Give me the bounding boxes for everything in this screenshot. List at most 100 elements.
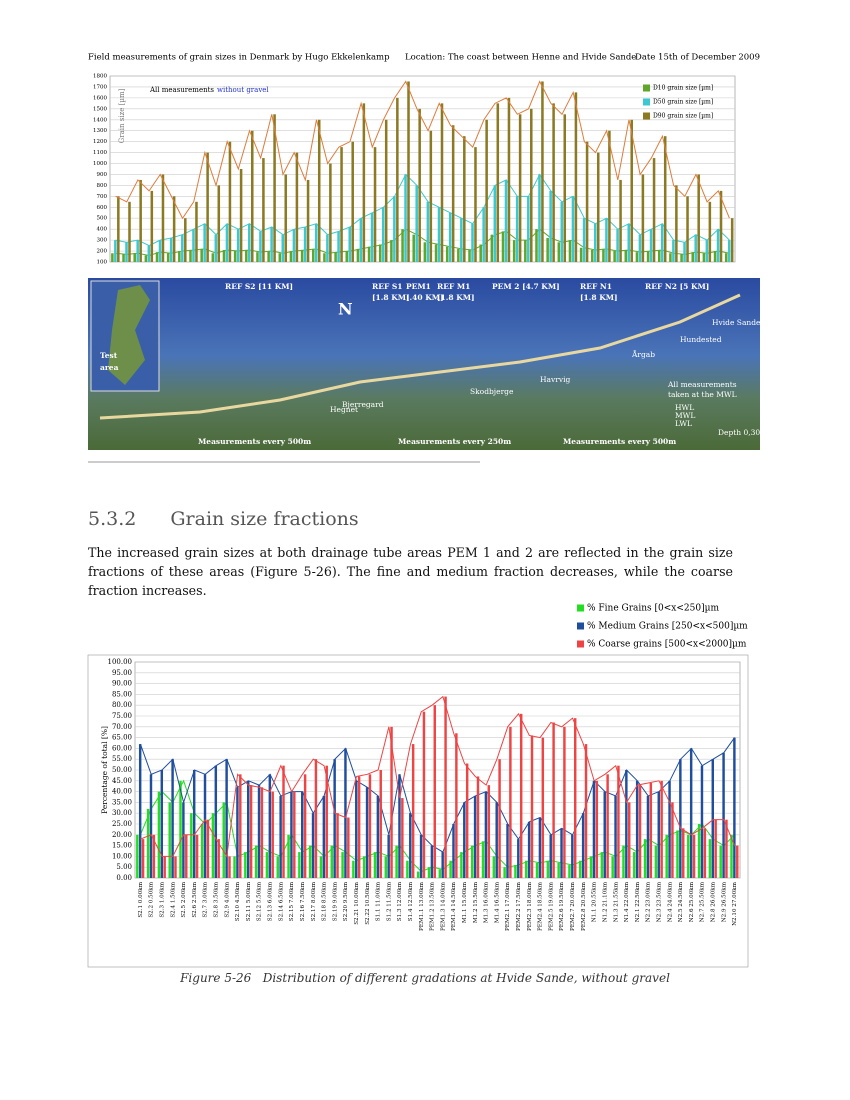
bar bbox=[711, 759, 714, 878]
bar bbox=[708, 839, 712, 878]
x-tick-label: S2.1 0.00km bbox=[138, 881, 144, 917]
bar bbox=[336, 813, 339, 878]
bar bbox=[139, 179, 142, 262]
bar bbox=[546, 860, 550, 878]
bar bbox=[727, 240, 731, 262]
bar bbox=[660, 223, 664, 262]
bar bbox=[613, 251, 616, 262]
x-tick-label: S2.6 2.50km bbox=[192, 881, 198, 917]
bar bbox=[146, 808, 150, 878]
bar bbox=[619, 179, 622, 262]
x-tick-label: S2.7 3.00km bbox=[203, 881, 209, 917]
x-tick-label: N2.3 23.50km bbox=[656, 881, 662, 922]
y-tick-label: 100 bbox=[97, 260, 108, 266]
x-tick-label: S2.12 5.50km bbox=[257, 881, 263, 921]
bar bbox=[418, 108, 421, 262]
bar bbox=[515, 196, 519, 262]
bar bbox=[303, 226, 307, 262]
bar bbox=[217, 839, 220, 878]
bar bbox=[419, 834, 423, 878]
bar bbox=[714, 819, 717, 878]
bar bbox=[295, 152, 299, 262]
bar bbox=[393, 196, 396, 262]
bar bbox=[319, 856, 323, 878]
bar bbox=[434, 244, 438, 262]
bar bbox=[233, 856, 236, 878]
bar bbox=[635, 780, 639, 878]
bar bbox=[141, 839, 145, 878]
bar bbox=[568, 865, 571, 878]
bar bbox=[444, 696, 447, 878]
bar bbox=[552, 722, 555, 878]
bar bbox=[603, 791, 606, 878]
bar bbox=[654, 845, 658, 878]
x-tick-label: S2.5 2.00km bbox=[181, 881, 187, 917]
bar bbox=[200, 824, 204, 878]
x-tick-label: S2.21 10.00km bbox=[354, 881, 360, 924]
bar bbox=[301, 791, 304, 878]
series-line bbox=[140, 695, 736, 858]
bar bbox=[390, 240, 393, 262]
bar bbox=[195, 201, 198, 262]
map-image bbox=[88, 278, 760, 450]
bar bbox=[122, 254, 125, 262]
bar bbox=[379, 770, 382, 878]
bar bbox=[128, 201, 131, 262]
x-tick-label: PEM2.5 19.00km bbox=[548, 881, 554, 931]
y-tick-label: 50.00 bbox=[112, 766, 132, 774]
bar bbox=[158, 240, 162, 262]
bar bbox=[471, 223, 474, 262]
legend-swatch bbox=[577, 604, 584, 612]
bar bbox=[157, 791, 161, 878]
bar bbox=[574, 92, 578, 262]
y-tick-label: 60.00 bbox=[112, 744, 132, 752]
y-tick-label: 55.00 bbox=[112, 755, 132, 763]
bar bbox=[724, 253, 728, 262]
y-tick-label: 1000 bbox=[93, 161, 107, 167]
bar bbox=[571, 196, 575, 262]
bar bbox=[725, 819, 728, 878]
bar bbox=[622, 845, 625, 878]
bar bbox=[256, 252, 259, 262]
bar bbox=[314, 223, 318, 262]
bar bbox=[630, 119, 633, 262]
bar bbox=[682, 828, 685, 878]
map-label: [1.8 KM] bbox=[580, 293, 618, 302]
bar bbox=[668, 780, 671, 878]
bar bbox=[168, 802, 171, 878]
bar bbox=[246, 780, 250, 878]
x-tick-label: N1.1 20.55km bbox=[592, 881, 598, 922]
bar bbox=[422, 711, 426, 878]
bar bbox=[322, 795, 326, 878]
bar bbox=[236, 229, 240, 262]
bar bbox=[384, 119, 388, 262]
bar bbox=[687, 834, 690, 878]
y-tick-label: 1500 bbox=[93, 106, 107, 112]
map-label: [.40 KM] bbox=[406, 293, 444, 302]
x-tick-label: S1.4 12.50km bbox=[408, 881, 414, 921]
bar bbox=[675, 185, 678, 262]
bar bbox=[149, 774, 153, 878]
bar bbox=[345, 251, 349, 262]
map-label: All measurements bbox=[667, 380, 737, 389]
map-label: Hvide Sande bbox=[712, 318, 761, 327]
bar bbox=[348, 226, 351, 262]
bar bbox=[535, 862, 539, 878]
y-tick-label: 900 bbox=[97, 172, 108, 178]
bar bbox=[206, 819, 210, 878]
bar bbox=[485, 119, 488, 262]
bar bbox=[605, 218, 608, 262]
y-tick-label: 1100 bbox=[93, 150, 107, 156]
bar bbox=[457, 248, 460, 262]
bar bbox=[290, 791, 293, 878]
bar bbox=[136, 240, 139, 262]
bar bbox=[373, 147, 377, 262]
bar bbox=[441, 852, 444, 878]
y-tick-label: 400 bbox=[97, 227, 108, 233]
x-tick-label: S2.8 3.50km bbox=[214, 881, 220, 917]
bar bbox=[311, 813, 315, 878]
bar bbox=[254, 845, 258, 878]
map-label: [1.8 KM] bbox=[372, 293, 410, 302]
bar bbox=[611, 856, 614, 878]
bar bbox=[233, 251, 237, 262]
